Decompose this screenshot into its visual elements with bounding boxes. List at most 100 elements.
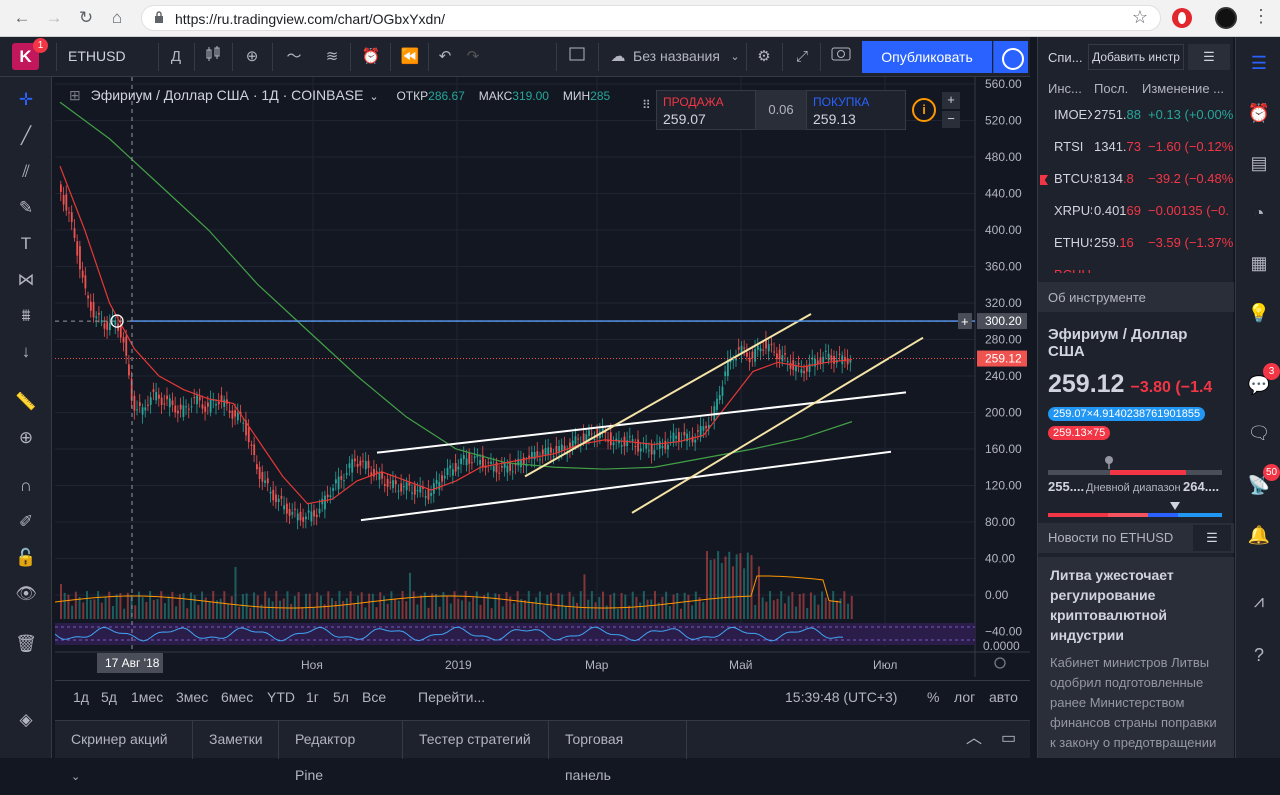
trash-icon[interactable]: 🗑 (15, 634, 37, 653)
crosshair-icon[interactable]: ✛ (18, 90, 34, 109)
text-icon[interactable]: T (20, 234, 32, 253)
tab-strategy-tester[interactable]: Тестер стратегий (403, 721, 549, 759)
tf-5d[interactable]: 5д (101, 689, 117, 705)
arrow-down-icon[interactable]: ↓ (21, 342, 31, 361)
about-section-header[interactable]: Об инструменте (1038, 282, 1234, 312)
tf-1d[interactable]: 1д (73, 689, 89, 705)
watchlist-row-imoex[interactable]: IMOEX 2751.88 +0.13 (+0.00% (1038, 99, 1234, 131)
drag-handle-icon[interactable]: ⠿ (642, 98, 651, 112)
ruler-icon[interactable]: 📏 (15, 392, 37, 411)
back-icon[interactable]: ← (13, 8, 31, 27)
chevron-down-icon[interactable]: ⌄ (730, 51, 740, 63)
news-section-header[interactable]: Новости по ETHUSD ☰ (1038, 523, 1234, 553)
watchlist-row-btcusd[interactable]: BTCUSD8134.8 −39.2 (−0.48% (1038, 163, 1234, 195)
auto-scale[interactable]: авто (989, 689, 1018, 705)
magnet-icon[interactable]: ∩ (19, 476, 33, 495)
chevron-down-icon[interactable]: ⌄ (369, 91, 379, 103)
chart-area[interactable]: 560.00 520.00 480.00 440.00 400.00 360.00 320.… (55, 77, 1030, 677)
unlock-icon[interactable]: 🔓 (15, 548, 37, 567)
charts-icon[interactable]: ⩘ (1253, 591, 1265, 611)
home-icon[interactable]: ⌂ (111, 8, 123, 27)
layout-grid-icon[interactable] (564, 45, 590, 69)
goto-date[interactable]: Перейти... (418, 689, 486, 705)
watchlist-icon[interactable]: ☰ (1250, 53, 1268, 73)
tab-notes[interactable]: Заметки (193, 721, 279, 759)
layers-icon[interactable]: ◈ (19, 710, 33, 729)
help-icon[interactable]: ? (1253, 645, 1264, 665)
watchlist-tab[interactable]: Спи... (1048, 50, 1083, 65)
calendar-icon[interactable]: ▦ (1250, 253, 1268, 273)
minus-button[interactable]: − (942, 111, 960, 128)
reload-icon[interactable]: ↻ (78, 8, 94, 27)
play-icon[interactable] (993, 41, 1028, 73)
redo-icon[interactable]: ↷ (466, 48, 480, 65)
flag-icon[interactable] (1040, 175, 1048, 185)
data-window-icon[interactable]: ▤ (1250, 153, 1268, 173)
chat-icon[interactable]: 🗨 (1247, 423, 1271, 443)
notification-bell-icon[interactable]: 🔔 (1247, 525, 1271, 545)
col-change[interactable]: Изменение ... (1142, 81, 1224, 96)
ideas-bulb-icon[interactable]: 💡 (1247, 303, 1271, 323)
publish-button[interactable]: Опубликовать (862, 41, 992, 73)
profile-avatar[interactable] (1215, 7, 1237, 29)
candle-style-icon[interactable] (201, 45, 225, 69)
layout-name[interactable]: Без названия (633, 48, 720, 64)
interval-button[interactable]: Д (170, 48, 182, 65)
fib-icon[interactable]: ⫽ (22, 162, 30, 181)
tf-5y[interactable]: 5л (333, 689, 349, 705)
tf-ytd[interactable]: YTD (267, 689, 295, 705)
forward-icon[interactable]: → (45, 8, 63, 27)
trendline-icon[interactable]: ╱ (20, 126, 32, 145)
tf-6m[interactable]: 6мес (221, 689, 254, 705)
replay-icon[interactable]: ⏪ (400, 48, 420, 65)
buy-button[interactable]: ПОКУПКА 259.13 (806, 90, 906, 130)
news-menu-icon[interactable]: ☰ (1193, 525, 1231, 551)
news-item[interactable]: Литва ужесточает регулирование криптовал… (1038, 557, 1234, 758)
indicators-icon[interactable]: ⊕ (245, 48, 259, 65)
camera-icon[interactable] (828, 45, 854, 69)
log-scale[interactable]: лог (954, 689, 976, 705)
undo-icon[interactable]: ↶ (438, 48, 452, 65)
settings-gear-icon[interactable]: ⚙ (757, 48, 771, 65)
fullscreen-icon[interactable]: ⤢ (795, 48, 808, 65)
plus-button[interactable]: + (942, 92, 960, 109)
lock-drawing-icon[interactable]: ✐ (18, 512, 34, 531)
clock[interactable]: 15:39:48 (UTC+3) (785, 689, 898, 705)
maximize-icon[interactable]: ▭ (1001, 730, 1017, 747)
streams-icon[interactable]: 💬 (1247, 375, 1271, 395)
add-instrument-button[interactable]: Добавить инстр (1088, 44, 1184, 70)
broadcast-icon[interactable]: 📡 (1247, 475, 1271, 495)
address-bar[interactable]: https://ru.tradingview.com/chart/OGbxYxd… (141, 5, 1161, 31)
tab-trading-panel[interactable]: Торговая панель (549, 721, 687, 783)
eye-icon[interactable]: 👁 (15, 584, 37, 603)
symbol-search[interactable]: ETHUSD (68, 48, 126, 64)
watchlist-row-ethusd[interactable]: ETHUSD259.16 −3.59 (−1.37% (1038, 227, 1234, 259)
opera-icon[interactable] (1172, 8, 1192, 28)
alert-icon[interactable]: ⏰ (361, 48, 381, 65)
tf-1m[interactable]: 1мес (131, 689, 164, 705)
tf-3m[interactable]: 3мес (176, 689, 209, 705)
tab-screener[interactable]: Скринер акций ⌄ (55, 721, 193, 783)
templates-icon[interactable]: ≋ (325, 48, 339, 65)
collapse-icon[interactable]: ︿ (966, 730, 983, 747)
zoom-icon[interactable]: ⊕ (18, 428, 34, 447)
watchlist-row-bchusd[interactable]: BCHUSD (1038, 259, 1234, 273)
browser-menu-icon[interactable]: ⋮ (1252, 6, 1270, 26)
watchlist-row-xrpusd[interactable]: XRPUSD0.40169 −0.00135 (−0. (1038, 195, 1234, 227)
expand-icon[interactable]: ⊞ (69, 87, 81, 103)
list-menu-icon[interactable]: ☰ (1188, 44, 1230, 70)
col-last[interactable]: Посл. (1094, 81, 1129, 96)
col-symbol[interactable]: Инс... (1048, 81, 1082, 96)
tab-pine-editor[interactable]: Редактор Pine (279, 721, 403, 783)
bookmark-star-icon[interactable]: ☆ (1131, 7, 1148, 27)
tf-all[interactable]: Все (362, 689, 387, 705)
price-chart[interactable]: 560.00 520.00 480.00 440.00 400.00 360.00 320.… (55, 77, 1030, 677)
sell-button[interactable]: ПРОДАЖА 259.07 (656, 90, 756, 130)
watchlist-row-rtsi[interactable]: RTSI 1341.73 −1.60 (−0.12% (1038, 131, 1234, 163)
hotlist-icon[interactable]: ◔ (1253, 203, 1265, 223)
percent-scale[interactable]: % (927, 689, 940, 705)
alerts-clock-icon[interactable]: ⏰ (1247, 103, 1271, 123)
info-icon[interactable]: i (912, 98, 936, 122)
forecast-icon[interactable]: ⩩ (21, 306, 31, 325)
brush-icon[interactable]: ✎ (18, 198, 34, 217)
